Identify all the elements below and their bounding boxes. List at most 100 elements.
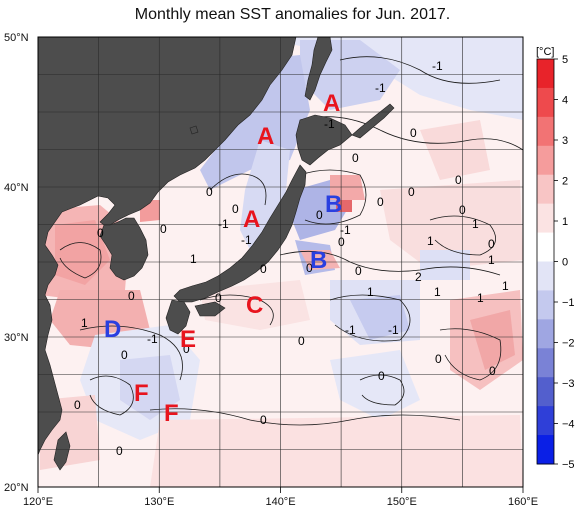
colorbar-swatch [537,261,554,291]
contour-label: 0 [215,291,222,305]
colorbar-swatch [537,174,554,205]
region-label-a: A [257,123,274,150]
colorbar-tick-label: 2 [562,176,568,188]
colorbar-swatch [537,319,554,349]
contour-label: 0 [74,398,81,412]
region-label-d: D [104,316,121,343]
longitude-labels: 120°E 130°E 140°E 150°E 160°E [23,496,538,508]
contour-label: 0 [128,289,135,303]
contour-label: -1 [218,217,229,231]
contour-label: 2 [415,270,422,284]
region-label-a: A [243,206,260,233]
colorbar-tick-label: 4 [562,95,568,107]
contour-label: -1 [375,81,386,95]
colorbar-swatch [537,348,554,378]
lon-label-140e: 140°E [265,496,295,508]
contour-label: 1 [502,279,509,293]
korean-peninsula [99,217,149,281]
colorbar-swatch [537,290,554,320]
anomaly-shading [40,37,523,487]
region-labels: A A A B B C D E F F [104,90,342,427]
lat-label-30n: 30°N [4,332,29,344]
region-label-f: F [164,400,179,427]
contour-label: 0 [408,185,415,199]
contour-label: 0 [378,369,385,383]
contour-label: 0 [306,261,313,275]
region-label-a: A [323,90,340,117]
colorbar-tick-label: 1 [562,216,568,228]
lon-label-120e: 120°E [23,496,53,508]
colorbar-swatch [537,203,554,234]
region-label-e: E [180,326,196,353]
small-island [189,125,199,135]
contour-label: -1 [241,233,252,247]
colorbar-tick-label: −1 [562,297,575,309]
kyushu [165,299,191,335]
lon-label-130e: 130°E [144,496,174,508]
contour-label: 1 [81,316,88,330]
colorbar: [°C] 5 4 3 2 1 0 −1 −2 −3 −4 −5 [536,46,575,471]
colorbar-swatches [537,59,554,465]
contour-label: -1 [147,332,158,346]
region-label-b: B [310,247,327,274]
contour-label: 0 [435,352,442,366]
contour-label: 0 [338,235,345,249]
contour-label: 1 [367,285,374,299]
lon-label-150e: 150°E [387,496,417,508]
colorbar-swatch [537,232,554,262]
contour-label: 0 [116,444,123,458]
contour-label: 0 [97,226,104,240]
contour-label: 0 [260,413,267,427]
region-label-b: B [325,191,342,218]
colorbar-swatch [537,145,554,176]
colorbar-tick-label: −4 [562,419,575,431]
colorbar-tick-labels: 5 4 3 2 1 0 −1 −2 −3 −4 −5 [554,54,575,471]
contour-label: 0 [206,185,213,199]
contour-value-labels: -1 -1 -1 0 0 0 0 0 0 0 -1 -1 0 -1 0 0 0 … [74,59,509,458]
contour-label: 1 [434,285,441,299]
contour-lines [59,56,523,426]
contour-label: -1 [340,223,351,237]
contour-label: 0 [298,334,305,348]
contour-label: 0 [183,342,190,356]
gridlines [38,37,523,487]
colorbar-swatch [537,377,554,407]
contour-label: 0 [489,364,496,378]
contour-label: 0 [260,262,267,276]
contour-label: 0 [455,173,462,187]
colorbar-unit: [°C] [536,46,554,58]
colorbar-swatch [537,59,554,89]
colorbar-tick-label: 0 [562,257,568,269]
contour-label: 1 [472,217,479,231]
contour-label: -1 [388,323,399,337]
colorbar-swatch [537,435,554,465]
colorbar-swatch [537,406,554,436]
lat-label-40n: 40°N [4,182,29,194]
contour-label: 0 [121,348,128,362]
contour-label: 1 [477,291,484,305]
region-label-f: F [134,380,149,407]
contour-label: 0 [160,222,167,236]
colorbar-tick-label: −3 [562,378,575,390]
contour-label: 0 [232,202,239,216]
latitude-labels: 50°N 40°N 30°N 20°N [4,32,29,494]
contour-label: 0 [355,264,362,278]
contour-label: 0 [488,237,495,251]
contour-label: 1 [488,253,495,267]
contour-label: 0 [316,208,323,222]
colorbar-swatch [537,87,554,118]
hokkaido [295,114,353,166]
lon-label-160e: 160°E [508,496,538,508]
contour-label: 0 [377,195,384,209]
contour-label: 0 [410,126,417,140]
plot-area: -1 -1 -1 0 0 0 0 0 0 0 -1 -1 0 -1 0 0 0 … [38,37,523,487]
land-masses [38,37,395,471]
honshu [173,164,307,303]
contour-label: -1 [432,59,443,73]
colorbar-tick-label: −2 [562,338,575,350]
lat-label-50n: 50°N [4,32,29,44]
colorbar-swatch [537,116,554,147]
colorbar-tick-label: −5 [562,459,575,471]
taiwan [53,431,71,471]
